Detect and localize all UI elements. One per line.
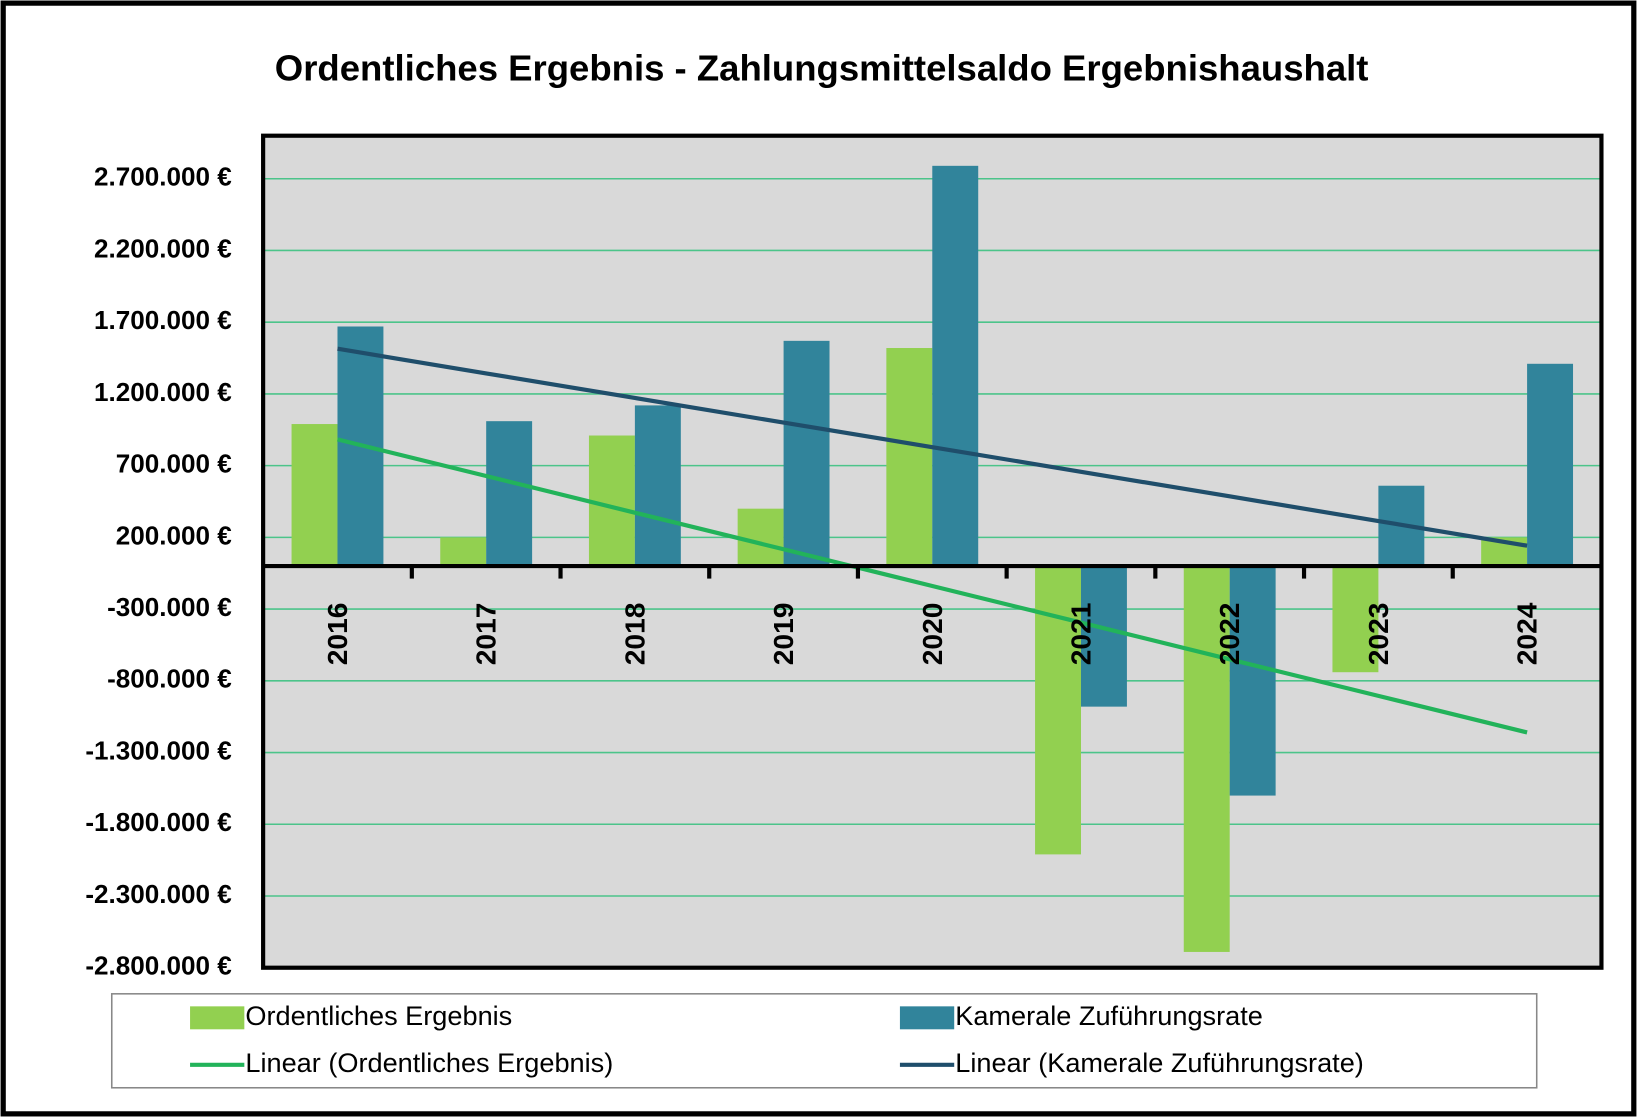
- x-tick-label: 2018: [618, 603, 650, 666]
- legend-label: Ordentliches Ergebnis: [245, 1000, 512, 1031]
- y-tick-label: 700.000 €: [116, 449, 233, 479]
- legend-label: Linear (Kamerale Zuführungsrate): [955, 1047, 1364, 1078]
- x-tick-label: 2021: [1065, 603, 1097, 666]
- bar: [886, 348, 933, 567]
- x-tick-label: 2022: [1213, 603, 1245, 666]
- y-tick-label: -2.300.000 €: [85, 879, 232, 909]
- legend-swatch: [190, 1006, 245, 1030]
- y-tick-label: -800.000 €: [107, 664, 232, 694]
- x-tick-label: 2024: [1511, 602, 1543, 665]
- x-tick-label: 2023: [1362, 603, 1394, 666]
- y-tick-label: -300.000 €: [107, 592, 232, 622]
- bar: [486, 421, 533, 567]
- bar: [1332, 566, 1379, 673]
- y-tick-label: 1.700.000 €: [94, 305, 232, 335]
- y-tick-label: 2.200.000 €: [94, 233, 232, 263]
- bar: [1229, 566, 1276, 796]
- trend-line: [337, 346, 1528, 548]
- chart-title: Ordentliches Ergebnis - Zahlungsmittelsa…: [275, 48, 1369, 89]
- bar: [634, 405, 681, 567]
- trend-line: [336, 437, 1528, 735]
- legend-swatch: [899, 1006, 955, 1030]
- y-tick-label: 200.000 €: [116, 520, 233, 550]
- plot-border: [261, 133, 1604, 970]
- bar: [1080, 566, 1127, 707]
- y-tick-label: 1.200.000 €: [94, 377, 232, 407]
- x-tick-label: 2019: [767, 603, 799, 666]
- bar: [932, 165, 979, 567]
- y-tick-label: 2.700.000 €: [94, 162, 232, 192]
- bar: [291, 424, 338, 567]
- y-tick-label: -2.800.000 €: [85, 951, 232, 981]
- legend-label: Linear (Ordentliches Ergebnis): [245, 1047, 613, 1078]
- y-tick-label: -1.800.000 €: [85, 807, 232, 837]
- y-tick-label: -1.300.000 €: [85, 735, 232, 765]
- legend: [110, 993, 1538, 1089]
- bar: [1183, 566, 1230, 952]
- bar: [783, 340, 830, 567]
- bar: [737, 508, 784, 567]
- x-tick-label: 2016: [321, 603, 353, 666]
- x-tick-label: 2017: [470, 603, 502, 666]
- legend-label: Kamerale Zuführungsrate: [955, 1000, 1263, 1031]
- x-tick-label: 2020: [916, 603, 948, 666]
- bar: [1527, 363, 1574, 567]
- bar: [440, 537, 487, 567]
- bar: [588, 435, 635, 567]
